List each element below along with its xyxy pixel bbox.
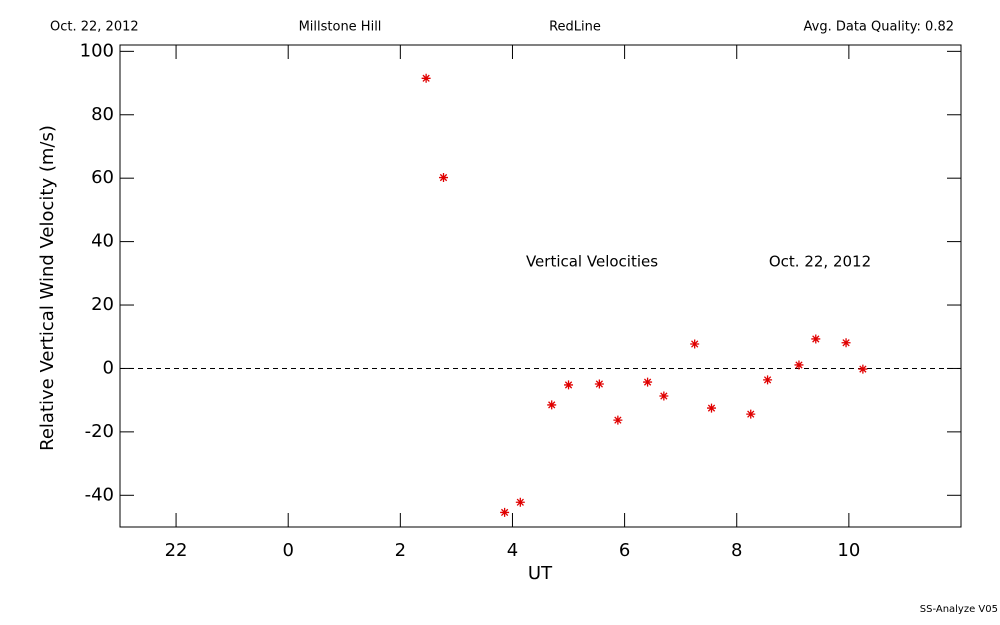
y-tick-label: 80: [91, 104, 114, 125]
data-point: [841, 338, 851, 348]
header-quality: Avg. Data Quality: 0.82: [804, 20, 954, 35]
x-tick-label: 4: [507, 540, 518, 561]
y-tick-label: -40: [85, 484, 114, 505]
x-tick-label: 8: [731, 540, 742, 561]
annotation: Vertical Velocities: [526, 253, 658, 271]
data-point: [439, 173, 449, 183]
data-point: [564, 380, 574, 390]
header-date: Oct. 22, 2012: [50, 20, 139, 35]
data-point: [515, 497, 525, 507]
y-tick-label: 100: [80, 40, 114, 61]
data-point: [746, 409, 756, 419]
x-tick-label: 2: [395, 540, 406, 561]
data-point: [763, 375, 773, 385]
y-tick-label: 0: [103, 357, 114, 378]
header-site: Millstone Hill: [299, 20, 382, 35]
x-tick-label: 6: [619, 540, 630, 561]
y-tick-label: -20: [85, 421, 114, 442]
data-point: [659, 391, 669, 401]
data-point: [594, 379, 604, 389]
annotation: Oct. 22, 2012: [769, 253, 871, 271]
x-axis-label: UT: [528, 563, 553, 584]
x-tick-label: 0: [282, 540, 293, 561]
data-point: [811, 334, 821, 344]
x-tick-label: 10: [837, 540, 860, 561]
data-point: [794, 360, 804, 370]
header-line: RedLine: [549, 20, 601, 35]
y-tick-label: 20: [91, 294, 114, 315]
data-point: [421, 73, 431, 83]
data-point: [547, 400, 557, 410]
data-point: [500, 507, 510, 517]
data-point: [707, 403, 717, 413]
x-tick-label: 22: [165, 540, 188, 561]
y-tick-label: 40: [91, 231, 114, 252]
data-point: [858, 364, 868, 374]
data-point: [643, 377, 653, 387]
data-point: [690, 339, 700, 349]
y-axis-label: Relative Vertical Wind Velocity (m/s): [37, 125, 58, 451]
footer: SS-Analyze V05: [920, 604, 998, 615]
data-point: [613, 415, 623, 425]
plot-frame: [119, 44, 962, 528]
y-tick-label: 60: [91, 167, 114, 188]
